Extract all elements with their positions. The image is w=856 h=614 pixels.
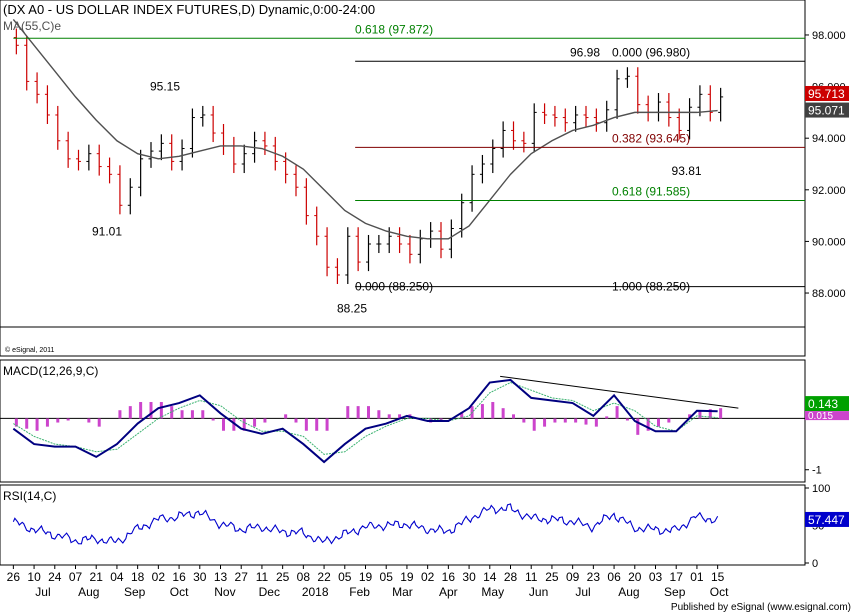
x-axis-day-label: 22 [317,570,331,584]
price-panel [0,0,806,357]
last-price-badge [805,85,849,101]
x-axis-month-label: Feb [349,585,370,599]
fib-level-label: 1.000 (88.250) [612,280,690,294]
signal-last-value: 0.015 [808,411,833,422]
macd-value-badge [805,396,849,412]
ma-55-line [12,19,718,240]
x-axis-month-label: Aug [78,585,99,599]
axes-layer: 98.00096.00094.00092.00090.00088.00095.7… [7,30,849,599]
x-axis-day-label: 17 [670,570,684,584]
rsi-last-value: 57.447 [808,513,845,527]
x-axis-day-label: 06 [607,570,621,584]
macd-panel-title: MACD(12,26,9,C) [3,364,98,378]
macd-last-value: 0.143 [808,397,838,411]
x-axis-day-label: 25 [545,570,559,584]
x-axis-month-label: Jul [35,585,50,599]
fib-level-label: 0.618 (91.585) [612,185,690,199]
macd-signal-line [13,381,718,455]
macd-series-layer [0,375,805,464]
x-axis-day-label: 30 [462,570,476,584]
price-y-tick-label: 92.000 [812,185,846,197]
x-axis-month-label: Jul [575,585,590,599]
last-price-value: 95.713 [808,87,845,101]
rsi-line [12,503,719,545]
price-y-tick-label: 88.000 [812,288,846,300]
x-axis-day-label: 20 [628,570,642,584]
x-axis-month-label: Aug [618,585,639,599]
x-axis-day-label: 27 [235,570,249,584]
x-axis-month-label: Nov [214,585,235,599]
macd-line [12,378,718,464]
x-axis-month-label: Dec [259,585,280,599]
x-axis-month-label: Sep [664,585,686,599]
x-axis-month-label: Sep [124,585,146,599]
x-axis-month-label: Oct [170,585,189,599]
price-annotation: 95.15 [150,80,180,94]
x-axis-day-label: 23 [587,570,601,584]
x-axis-day-label: 24 [48,570,62,584]
x-axis-day-label: 11 [256,570,269,584]
x-axis-day-label: 18 [131,570,145,584]
x-axis-month-label: 2018 [302,585,329,599]
macd-y-tick-label: -1 [812,465,822,477]
rsi-panel [0,484,806,566]
macd-panel [0,359,806,483]
x-axis-day-label: 07 [69,570,83,584]
macd-trendline [500,375,739,409]
x-axis-day-label: 21 [90,570,104,584]
rsi-series-layer [12,503,719,545]
x-axis-month-label: Oct [710,585,729,599]
x-axis-day-label: 16 [442,570,456,584]
rsi-y-tick-label: 100 [812,483,830,495]
price-y-tick-label: 90.000 [812,236,846,248]
publisher-footer: Published by eSignal (www.esignal.com) [671,602,851,613]
esignal-watermark: © eSignal, 2011 [5,346,55,354]
fib-level-label: 0.382 (93.645) [612,131,690,145]
x-axis-day-label: 04 [110,570,124,584]
rsi-value-badge [805,511,849,527]
x-axis-day-label: 11 [525,570,538,584]
x-axis-month-label: Mar [392,585,413,599]
price-annotation: 0.000 (88.250) [355,280,433,294]
x-axis-day-label: 10 [27,570,41,584]
x-axis-month-label: Jun [529,585,548,599]
x-axis-month-label: May [481,585,504,599]
x-axis-day-label: 08 [297,570,311,584]
x-axis-day-label: 14 [483,570,497,584]
fib-level-label: 0.000 (96.980) [612,45,690,59]
x-axis-day-label: 19 [400,570,414,584]
chart-title: (DX A0 - US DOLLAR INDEX FUTURES,D) Dyna… [3,2,375,17]
ma-legend-label: MA(55,C)e [3,19,61,33]
x-axis-day-label: 01 [690,570,704,584]
x-axis-day-label: 28 [504,570,518,584]
x-axis-day-label: 19 [359,570,373,584]
signal-value-badge [805,411,849,421]
price-annotation: 93.81 [672,164,702,178]
x-axis-day-label: 26 [7,570,21,584]
x-axis-month-label: Apr [439,585,458,599]
price-annotation: 91.01 [92,224,122,238]
rsi-panel-title: RSI(14,C) [3,489,56,503]
x-axis-day-label: 09 [566,570,580,584]
x-axis-day-label: 25 [276,570,290,584]
price-annotation: 96.98 [570,45,600,59]
price-y-tick-label: 94.000 [812,133,846,145]
x-axis-day-label: 02 [421,570,435,584]
ma-last-value: 95.071 [808,104,845,118]
x-axis-day-label: 30 [193,570,207,584]
price-annotation: 88.25 [337,302,367,316]
x-axis-day-label: 05 [380,570,394,584]
fib-level-label: 0.618 (97.872) [355,22,433,36]
x-axis-day-label: 15 [711,570,725,584]
x-axis-day-label: 03 [649,570,663,584]
fibonacci-levels: 0.618 (97.872) 0.000 (96.980) 0.382 (93.64… [13,22,805,316]
x-axis-day-label: 05 [338,570,352,584]
price-y-tick-label: 98.000 [812,30,846,42]
x-axis-day-label: 16 [172,570,186,584]
x-axis-day-label: 13 [214,570,228,584]
ma-value-badge [805,102,849,118]
x-axis-day-label: 02 [152,570,166,584]
rsi-y-tick-label: 0 [812,558,818,570]
